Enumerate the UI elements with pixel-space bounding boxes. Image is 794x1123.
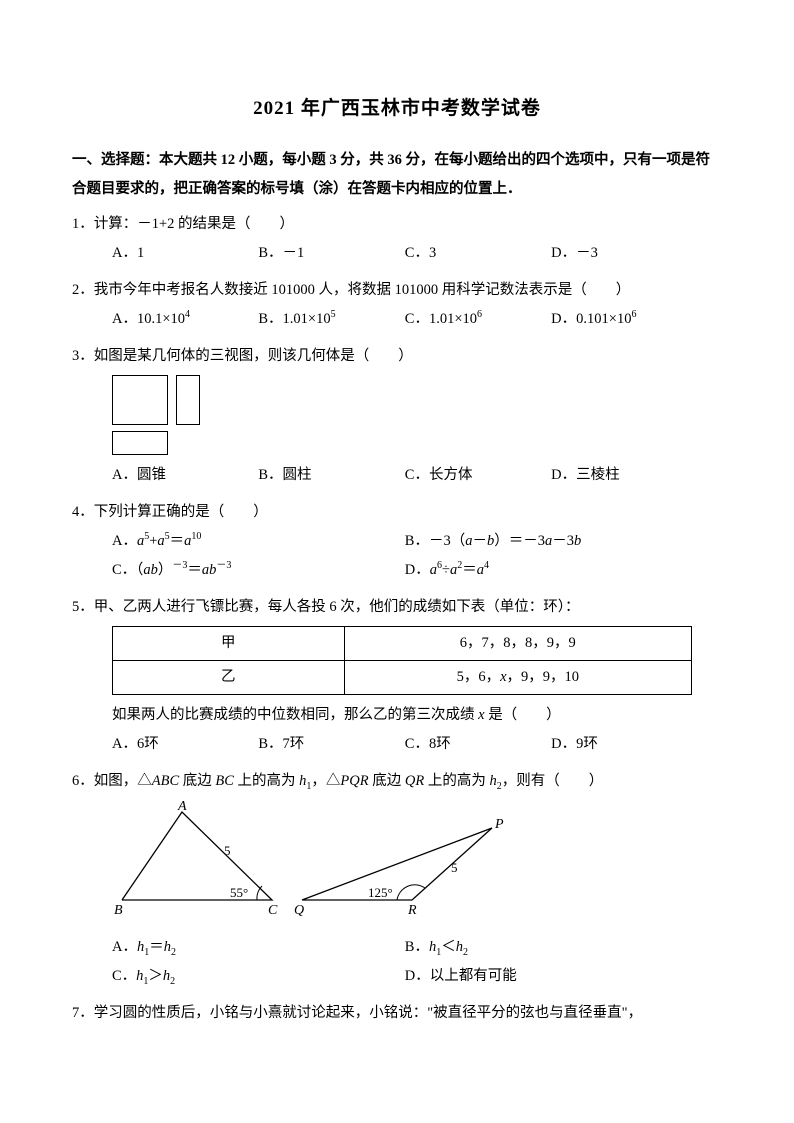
opt-text: C．1.01×10 bbox=[405, 311, 477, 327]
option-a: A．6环 bbox=[112, 730, 258, 759]
label-B: B bbox=[114, 903, 123, 918]
option-b: B．1.01×105 bbox=[258, 305, 404, 334]
option-c: C．（ab）－3＝ab－3 bbox=[112, 556, 405, 585]
view-row-1 bbox=[112, 375, 722, 425]
question-6: 6．如图，△ABC 底边 BC 上的高为 h1，△PQR 底边 QR 上的高为 … bbox=[72, 767, 722, 991]
question-text: 1．计算：－1+2 的结果是（ ） bbox=[72, 210, 722, 239]
option-c: C．h1＞h2 bbox=[112, 962, 405, 991]
options: A．h1＝h2 B．h1＜h2 C．h1＞h2 D．以上都有可能 bbox=[72, 933, 722, 991]
question-5: 5．甲、乙两人进行飞镖比赛，每人各投 6 次，他们的成绩如下表（单位：环）： 甲… bbox=[72, 593, 722, 759]
label-5-1: 5 bbox=[224, 843, 231, 858]
options: A．圆锥 B．圆柱 C．长方体 D．三棱柱 bbox=[72, 461, 722, 490]
option-b: B．－1 bbox=[258, 239, 404, 268]
question-2: 2．我市今年中考报名人数接近 101000 人，将数据 101000 用科学记数… bbox=[72, 276, 722, 334]
opt-text: A．10.1×10 bbox=[112, 311, 185, 327]
table-row: 乙 5，6，x，9，9，10 bbox=[113, 661, 692, 695]
question-4: 4．下列计算正确的是（ ） A．a5+a5＝a10 B．－3（a－b）＝－3a－… bbox=[72, 498, 722, 585]
option-b: B．7环 bbox=[258, 730, 404, 759]
sup: 6 bbox=[477, 309, 482, 320]
option-d: D．a6÷a2＝a4 bbox=[405, 556, 698, 585]
option-a: A．圆锥 bbox=[112, 461, 258, 490]
question-3: 3．如图是某几何体的三视图，则该几何体是（ ） A．圆锥 B．圆柱 C．长方体 … bbox=[72, 342, 722, 490]
label-R: R bbox=[407, 903, 417, 918]
option-b: B．－3（a－b）＝－3a－3b bbox=[405, 527, 698, 556]
question-followup: 如果两人的比赛成绩的中位数相同，那么乙的第三次成绩 x 是（ ） bbox=[72, 701, 722, 730]
section-header: 一、选择题：本大题共 12 小题，每小题 3 分，共 36 分，在每小题给出的四… bbox=[72, 146, 722, 204]
cell-label: 甲 bbox=[113, 627, 345, 661]
label-5-2: 5 bbox=[451, 860, 458, 875]
sup: 5 bbox=[331, 309, 336, 320]
triangle-abc bbox=[122, 812, 272, 900]
options: A．1 B．－1 C．3 D．－3 bbox=[72, 239, 722, 268]
front-view-rect bbox=[112, 375, 168, 425]
option-d: D．以上都有可能 bbox=[405, 962, 698, 991]
option-d: D．－3 bbox=[551, 239, 697, 268]
question-1: 1．计算：－1+2 的结果是（ ） A．1 B．－1 C．3 D．－3 bbox=[72, 210, 722, 268]
options: A．a5+a5＝a10 B．－3（a－b）＝－3a－3b C．（ab）－3＝ab… bbox=[72, 527, 722, 585]
cell-value: 5，6，x，9，9，10 bbox=[344, 661, 691, 695]
label-125: 125° bbox=[368, 885, 393, 900]
label-C: C bbox=[268, 903, 278, 918]
label-Q: Q bbox=[294, 903, 304, 918]
option-c: C．8环 bbox=[405, 730, 551, 759]
triangles-svg: A B C 5 55° P Q R 5 125° bbox=[112, 800, 542, 920]
option-a: A．10.1×104 bbox=[112, 305, 258, 334]
table-row: 甲 6，7，8，8，9，9 bbox=[113, 627, 692, 661]
cell-label: 乙 bbox=[113, 661, 345, 695]
opt-text: D．0.101×10 bbox=[551, 311, 631, 327]
top-view-rect bbox=[112, 431, 168, 455]
option-d: D．三棱柱 bbox=[551, 461, 697, 490]
page-title: 2021 年广西玉林市中考数学试卷 bbox=[72, 90, 722, 128]
option-d: D．9环 bbox=[551, 730, 697, 759]
three-view-diagram bbox=[72, 375, 722, 455]
label-P: P bbox=[494, 817, 504, 832]
option-a: A．h1＝h2 bbox=[112, 933, 405, 962]
opt-text: B．1.01×10 bbox=[258, 311, 330, 327]
option-b: B．圆柱 bbox=[258, 461, 404, 490]
label-A: A bbox=[177, 800, 187, 814]
side-view-rect bbox=[176, 375, 200, 425]
option-a: A．1 bbox=[112, 239, 258, 268]
sup: 4 bbox=[185, 309, 190, 320]
option-d: D．0.101×106 bbox=[551, 305, 697, 334]
question-text: 5．甲、乙两人进行飞镖比赛，每人各投 6 次，他们的成绩如下表（单位：环）： bbox=[72, 593, 722, 622]
view-row-2 bbox=[112, 431, 722, 455]
exam-page: 2021 年广西玉林市中考数学试卷 一、选择题：本大题共 12 小题，每小题 3… bbox=[0, 0, 794, 1076]
option-b: B．h1＜h2 bbox=[405, 933, 698, 962]
question-text: 7．学习圆的性质后，小铭与小熹就讨论起来，小铭说："被直径平分的弦也与直径垂直"… bbox=[72, 999, 722, 1028]
question-7: 7．学习圆的性质后，小铭与小熹就讨论起来，小铭说："被直径平分的弦也与直径垂直"… bbox=[72, 999, 722, 1028]
score-table: 甲 6，7，8，8，9，9 乙 5，6，x，9，9，10 bbox=[112, 626, 692, 695]
question-text: 6．如图，△ABC 底边 BC 上的高为 h1，△PQR 底边 QR 上的高为 … bbox=[72, 767, 722, 796]
option-c: C．长方体 bbox=[405, 461, 551, 490]
options: A．10.1×104 B．1.01×105 C．1.01×106 D．0.101… bbox=[72, 305, 722, 334]
question-text: 4．下列计算正确的是（ ） bbox=[72, 498, 722, 527]
options: A．6环 B．7环 C．8环 D．9环 bbox=[72, 730, 722, 759]
triangle-diagram: A B C 5 55° P Q R 5 125° bbox=[72, 800, 722, 931]
question-text: 2．我市今年中考报名人数接近 101000 人，将数据 101000 用科学记数… bbox=[72, 276, 722, 305]
option-a: A．a5+a5＝a10 bbox=[112, 527, 405, 556]
sup: 6 bbox=[631, 309, 636, 320]
label-55: 55° bbox=[230, 885, 248, 900]
option-c: C．3 bbox=[405, 239, 551, 268]
option-c: C．1.01×106 bbox=[405, 305, 551, 334]
cell-value: 6，7，8，8，9，9 bbox=[344, 627, 691, 661]
question-text: 3．如图是某几何体的三视图，则该几何体是（ ） bbox=[72, 342, 722, 371]
triangle-pqr bbox=[302, 828, 492, 900]
